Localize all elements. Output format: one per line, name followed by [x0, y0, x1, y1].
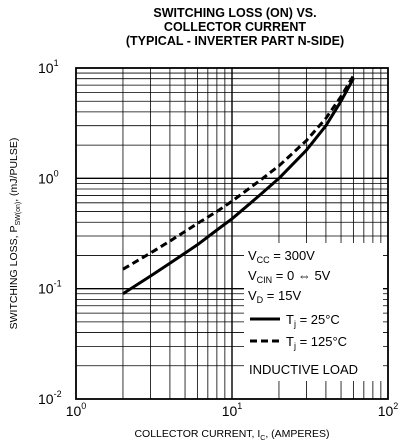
condition-text: VCC = 300V	[248, 248, 315, 265]
axis-label-text: , (AMPERES)	[265, 428, 329, 440]
legend-label: Tj = 125°C	[286, 334, 347, 351]
chart-title-line: SWITCHING LOSS (ON) VS.	[153, 6, 317, 20]
axis-label-text: , (mJ/PULSE)	[8, 138, 20, 202]
tick-exponent: 1	[54, 58, 59, 68]
y-axis-label: SWITCHING LOSS, PSW(on), (mJ/PULSE)	[8, 138, 22, 330]
text-run: V	[248, 248, 257, 263]
text-run: V	[248, 268, 257, 283]
tick-exponent: 0	[54, 168, 59, 178]
text-run: = 25°C	[296, 312, 340, 327]
plot-border	[75, 67, 389, 400]
text-run: = 125°C	[296, 334, 347, 349]
chart-title-line: COLLECTOR CURRENT	[163, 20, 307, 34]
subscript: j	[293, 319, 296, 329]
axis-label-text: SWITCHING LOSS, P	[8, 226, 20, 330]
tick-base: 10	[38, 60, 54, 76]
chart-title: SWITCHING LOSS (ON) VS. COLLECTOR CURRENT…	[0, 6, 402, 48]
subscript: j	[293, 341, 296, 351]
x-tick-label: 100	[66, 401, 87, 419]
y-tick-label: 10-2	[38, 389, 62, 407]
tick-exponent: 1	[237, 401, 242, 411]
axis-label-subscript: SW(on)	[15, 202, 22, 226]
tick-base: 10	[222, 403, 238, 419]
subscript: CIN	[257, 275, 273, 285]
text-run: V	[248, 288, 257, 303]
legend-label: Tj = 25°C	[286, 312, 340, 329]
legend-box	[244, 243, 383, 381]
text-run: = 300V	[270, 248, 316, 263]
text-run: T	[286, 334, 294, 349]
tick-base: 10	[38, 170, 54, 186]
tick-base: 10	[38, 281, 54, 297]
series-line	[122, 75, 355, 271]
tick-base: 10	[38, 391, 54, 407]
chart-title-line: (TYPICAL - INVERTER PART N-SIDE)	[125, 34, 345, 48]
tick-exponent: 2	[393, 401, 398, 411]
series-line	[122, 77, 355, 295]
x-tick-label: 102	[378, 401, 399, 419]
text-run: = 15V	[263, 288, 301, 303]
subscript: CC	[257, 255, 270, 265]
y-tick-label: 100	[38, 168, 59, 186]
y-tick-label: 10-1	[38, 279, 62, 297]
tick-exponent: -2	[54, 389, 62, 399]
tick-base: 10	[66, 403, 82, 419]
condition-text: VCIN = 0 ⇔ 5V	[248, 268, 331, 285]
text-run: T	[286, 312, 294, 327]
tick-base: 10	[378, 403, 394, 419]
x-tick-label: 101	[222, 401, 243, 419]
axis-label-text: COLLECTOR CURRENT, I	[134, 428, 260, 440]
tick-exponent: 0	[81, 401, 86, 411]
tick-exponent: -1	[54, 279, 62, 289]
annotation-text: INDUCTIVE LOAD	[249, 362, 358, 377]
x-axis-label: COLLECTOR CURRENT, IC, (AMPERES)	[134, 428, 329, 442]
axis-label-subscript: C	[260, 435, 265, 442]
condition-text: VD = 15V	[248, 288, 301, 305]
text-run: = 0 ⇔ 5V	[272, 268, 330, 283]
series-curves	[122, 75, 355, 295]
subscript: D	[257, 295, 264, 305]
y-tick-label: 101	[38, 58, 59, 76]
